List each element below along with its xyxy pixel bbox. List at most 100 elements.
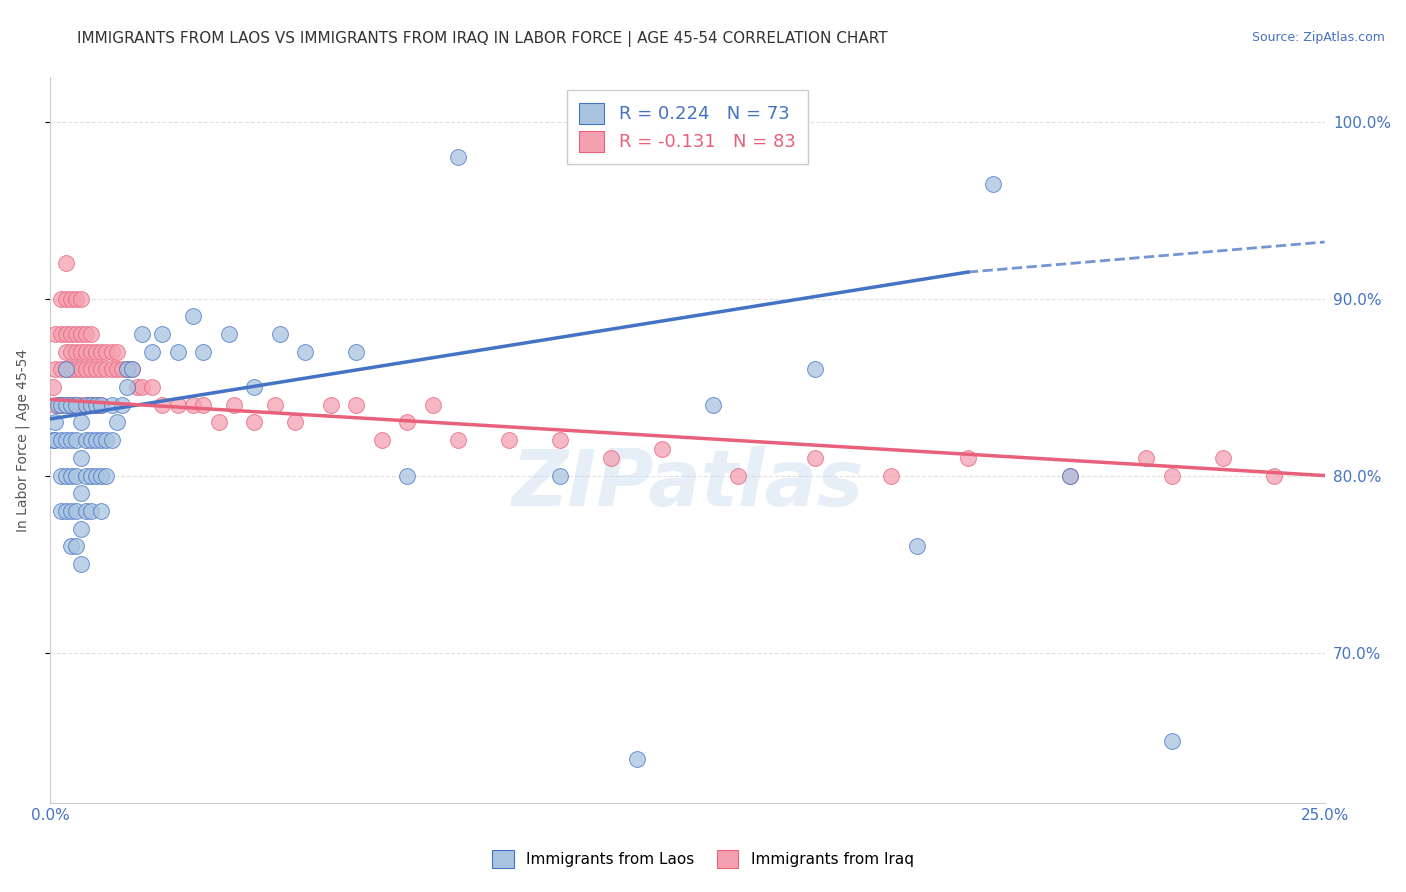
Point	[80, 433, 103, 447]
Point	[70, 344, 93, 359]
Point	[111, 362, 134, 376]
Point	[59, 362, 82, 376]
Point	[49, 504, 72, 518]
Point	[65, 362, 87, 376]
Point	[80, 504, 103, 518]
Point	[96, 362, 118, 376]
Point	[59, 326, 82, 341]
Point	[90, 504, 112, 518]
Point	[90, 344, 112, 359]
Point	[55, 362, 77, 376]
Point	[105, 344, 128, 359]
Point	[983, 177, 1005, 191]
Point	[80, 344, 103, 359]
Point	[152, 326, 174, 341]
Point	[84, 468, 107, 483]
Point	[956, 450, 979, 465]
Point	[80, 362, 103, 376]
Point	[84, 362, 107, 376]
Point	[804, 362, 827, 376]
Point	[702, 398, 724, 412]
Point	[207, 416, 229, 430]
Point	[166, 344, 188, 359]
Point	[59, 540, 82, 554]
Point	[44, 433, 66, 447]
Point	[59, 433, 82, 447]
Point	[55, 362, 77, 376]
Point	[100, 398, 122, 412]
Point	[49, 398, 72, 412]
Point	[59, 344, 82, 359]
Point	[181, 398, 204, 412]
Point	[44, 416, 66, 430]
Point	[84, 433, 107, 447]
Point	[75, 398, 97, 412]
Point	[905, 540, 928, 554]
Point	[880, 468, 903, 483]
Point	[70, 522, 93, 536]
Point	[70, 486, 93, 500]
Point	[80, 326, 103, 341]
Point	[243, 416, 266, 430]
Point	[166, 398, 188, 412]
Point	[121, 362, 143, 376]
Point	[96, 344, 118, 359]
Point	[65, 326, 87, 341]
Point	[84, 398, 107, 412]
Text: IMMIGRANTS FROM LAOS VS IMMIGRANTS FROM IRAQ IN LABOR FORCE | AGE 45-54 CORRELAT: IMMIGRANTS FROM LAOS VS IMMIGRANTS FROM …	[77, 31, 889, 47]
Point	[181, 310, 204, 324]
Point	[90, 398, 112, 412]
Point	[49, 362, 72, 376]
Legend: Immigrants from Laos, Immigrants from Iraq: Immigrants from Laos, Immigrants from Ir…	[486, 844, 920, 873]
Point	[193, 344, 215, 359]
Point	[42, 380, 65, 394]
Point	[447, 433, 470, 447]
Point	[131, 380, 153, 394]
Point	[284, 416, 307, 430]
Point	[263, 398, 285, 412]
Point	[44, 362, 66, 376]
Point	[65, 540, 87, 554]
Point	[1059, 468, 1081, 483]
Point	[422, 398, 444, 412]
Point	[75, 326, 97, 341]
Point	[141, 344, 163, 359]
Point	[115, 380, 138, 394]
Point	[131, 326, 153, 341]
Point	[55, 256, 77, 270]
Point	[75, 398, 97, 412]
Point	[90, 433, 112, 447]
Point	[42, 433, 65, 447]
Point	[447, 150, 470, 164]
Point	[59, 292, 82, 306]
Point	[269, 326, 291, 341]
Point	[1160, 734, 1182, 748]
Point	[65, 398, 87, 412]
Point	[59, 398, 82, 412]
Point	[294, 344, 316, 359]
Point	[1263, 468, 1285, 483]
Point	[70, 326, 93, 341]
Point	[75, 504, 97, 518]
Point	[44, 326, 66, 341]
Point	[70, 292, 93, 306]
Point	[152, 398, 174, 412]
Point	[96, 468, 118, 483]
Point	[396, 468, 419, 483]
Point	[90, 398, 112, 412]
Point	[90, 468, 112, 483]
Point	[49, 292, 72, 306]
Point	[65, 398, 87, 412]
Point	[193, 398, 215, 412]
Point	[626, 752, 648, 766]
Point	[70, 450, 93, 465]
Point	[344, 398, 367, 412]
Point	[319, 398, 342, 412]
Point	[75, 468, 97, 483]
Point	[59, 468, 82, 483]
Point	[243, 380, 266, 394]
Point	[1212, 450, 1234, 465]
Point	[121, 362, 143, 376]
Point	[55, 433, 77, 447]
Point	[115, 362, 138, 376]
